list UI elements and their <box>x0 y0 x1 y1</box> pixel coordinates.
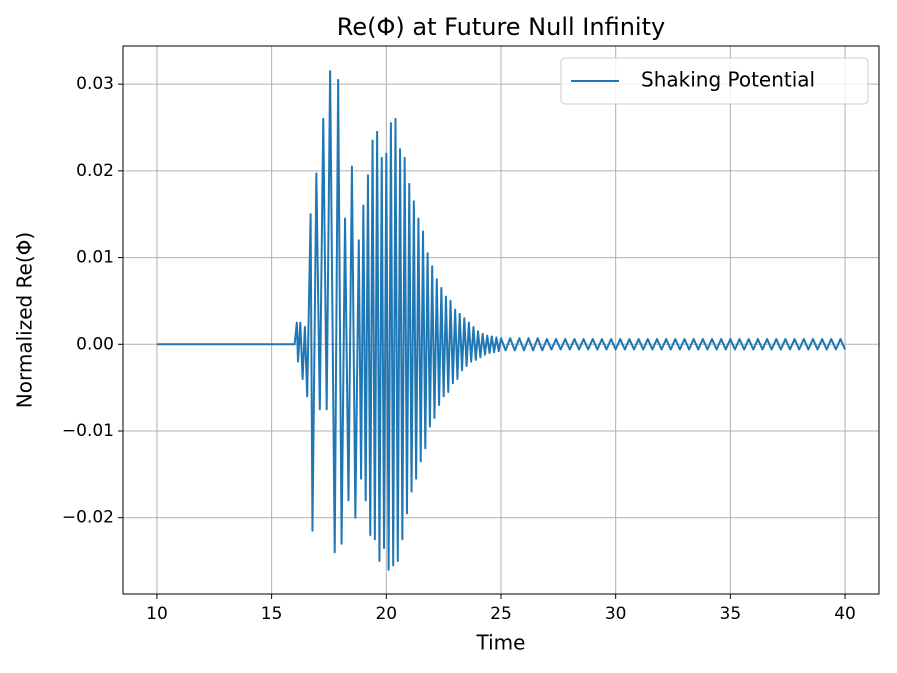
y-tick-label: 0.03 <box>76 74 114 94</box>
x-tick-label: 25 <box>490 604 512 624</box>
x-tick-label: 15 <box>261 604 283 624</box>
chart-title: Re(Φ) at Future Null Infinity <box>337 13 665 41</box>
x-tick-label: 35 <box>720 604 742 624</box>
x-tick-label: 20 <box>375 604 397 624</box>
y-tick-label: 0.00 <box>76 334 114 354</box>
y-axis-label: Normalized Re(Φ) <box>13 232 37 408</box>
data-line <box>156 70 846 571</box>
x-axis-label: Time <box>476 631 526 655</box>
x-tick-label: 40 <box>834 604 856 624</box>
legend-label: Shaking Potential <box>641 68 815 92</box>
y-tick-label: −0.02 <box>62 508 114 528</box>
legend-box <box>560 57 869 105</box>
y-tick-label: 0.02 <box>76 161 114 181</box>
x-tick-label: 10 <box>146 604 168 624</box>
y-tick-label: 0.01 <box>76 248 114 268</box>
x-tick-label: 30 <box>605 604 627 624</box>
axes-frame <box>122 45 880 595</box>
y-tick-label: −0.01 <box>62 421 114 441</box>
